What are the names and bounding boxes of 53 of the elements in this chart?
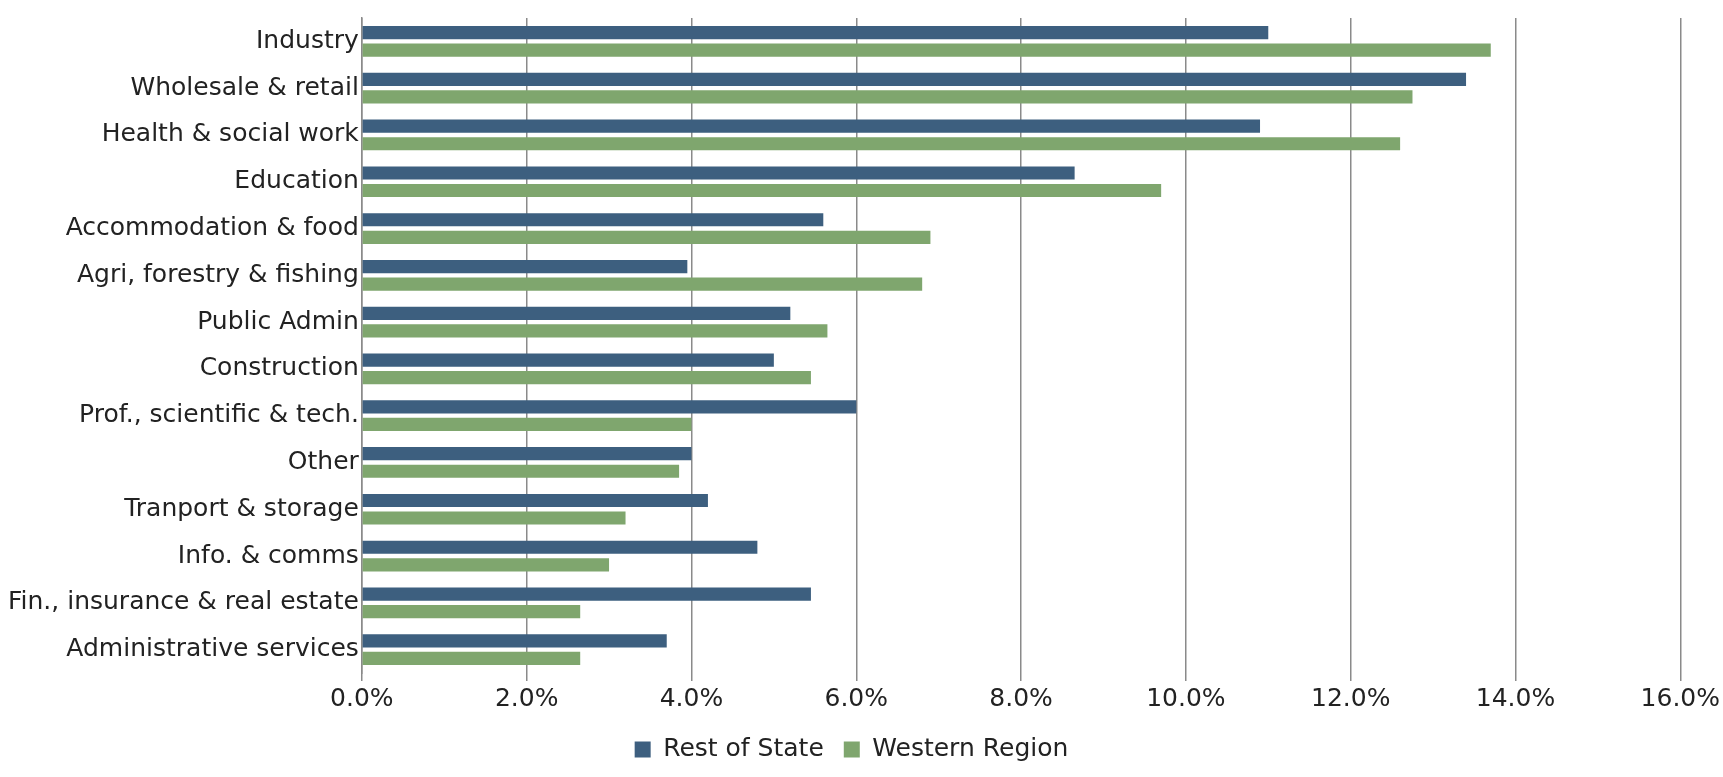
bar <box>362 634 667 648</box>
bar <box>362 511 626 525</box>
y-tick-label: Construction <box>199 352 359 382</box>
x-tick-label: 14.0% <box>1475 682 1556 712</box>
bar <box>362 493 708 508</box>
x-tick-label: 12.0% <box>1310 682 1391 712</box>
y-tick-label: Agri, forestry & fishing <box>76 258 359 288</box>
y-tick-label: Wholesale & retail <box>130 71 359 101</box>
legend-label: Western Region <box>872 733 1069 762</box>
y-tick-label: Health & social work <box>101 118 360 148</box>
bar <box>362 230 931 244</box>
x-tick-label: 16.0% <box>1640 682 1720 712</box>
bar <box>362 43 1491 57</box>
y-tick-label: Accommodation & food <box>65 212 359 242</box>
bar <box>362 558 610 572</box>
y-tick-label: Administrative services <box>66 633 359 663</box>
x-tick-label: 6.0% <box>824 682 889 712</box>
bar <box>362 213 824 227</box>
bar <box>362 259 688 274</box>
bar <box>362 306 791 320</box>
x-tick-label: 0.0% <box>330 682 394 712</box>
y-tick-label: Fin., insurance & real estate <box>8 586 359 616</box>
y-tick-label: Industry <box>256 24 360 54</box>
bar <box>362 400 857 414</box>
bar <box>362 183 1162 198</box>
bar <box>362 587 811 601</box>
bar <box>362 464 680 478</box>
y-tick-label: Prof., scientific & tech. <box>79 399 359 429</box>
y-tick-label: Education <box>234 165 359 195</box>
y-tick-label: Other <box>287 445 360 475</box>
legend-label: Rest of State <box>663 733 824 762</box>
bar <box>362 324 828 338</box>
bar <box>362 72 1467 86</box>
bar <box>362 277 923 291</box>
y-tick-label: Public Admin <box>197 305 359 335</box>
bar <box>362 137 1401 151</box>
bar <box>362 371 811 385</box>
bar <box>362 90 1413 104</box>
bar <box>362 605 581 619</box>
x-tick-label: 2.0% <box>494 682 559 712</box>
bar <box>362 447 692 461</box>
bar <box>362 26 1269 40</box>
bar <box>362 651 581 665</box>
bar <box>362 166 1075 180</box>
y-tick-label: Info. & comms <box>177 539 359 569</box>
bar <box>362 353 774 367</box>
x-tick-label: 8.0% <box>989 682 1053 712</box>
x-tick-label: 4.0% <box>659 682 724 712</box>
bar <box>362 417 692 432</box>
y-tick-label: Tranport & storage <box>123 492 359 522</box>
x-tick-label: 10.0% <box>1146 682 1226 712</box>
bar <box>362 119 1261 133</box>
bar <box>362 540 758 554</box>
